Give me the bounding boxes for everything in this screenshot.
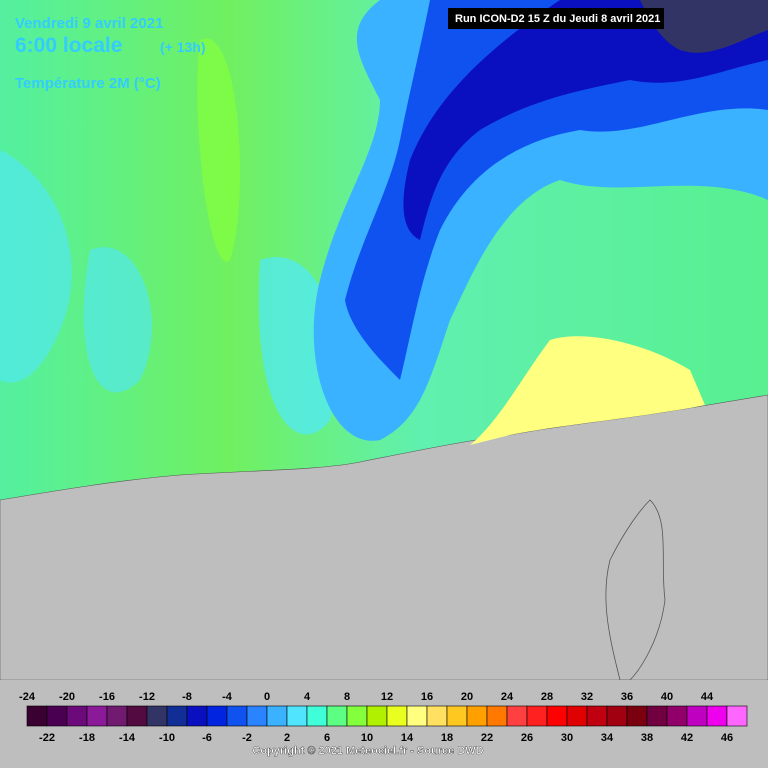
- legend-label: 22: [481, 732, 493, 744]
- legend-swatch: [106, 705, 128, 727]
- legend-swatch: [246, 705, 268, 727]
- legend-swatch: [166, 705, 188, 727]
- legend-label: 18: [441, 732, 453, 744]
- date: Vendredi 9 avril 2021: [15, 15, 163, 32]
- legend-swatch: [366, 705, 388, 727]
- legend-label: -10: [159, 732, 175, 744]
- legend-swatch: [306, 705, 328, 727]
- legend-swatch: [66, 705, 88, 727]
- legend-swatch: [286, 705, 308, 727]
- legend-swatch: [566, 705, 588, 727]
- legend-label: -2: [242, 732, 252, 744]
- legend-label: 28: [541, 691, 553, 703]
- color-legend: -24-22-20-18-16-14-12-10-8-6-4-202468101…: [19, 691, 748, 744]
- variable: Température 2M (°C): [15, 75, 161, 92]
- legend-label: 42: [681, 732, 693, 744]
- legend-swatch: [406, 705, 428, 727]
- time: 6:00 locale: [15, 34, 122, 57]
- legend-label: 26: [521, 732, 533, 744]
- run-info: Run ICON-D2 15 Z du Jeudi 8 avril 2021: [455, 13, 660, 25]
- legend-label: 6: [324, 732, 330, 744]
- legend-swatch: [646, 705, 668, 727]
- legend-swatch: [86, 705, 108, 727]
- legend-label: 14: [401, 732, 414, 744]
- legend-swatch: [586, 705, 608, 727]
- legend-swatch: [326, 705, 348, 727]
- legend-label: 12: [381, 691, 393, 703]
- legend-label: -22: [39, 732, 55, 744]
- legend-label: -6: [202, 732, 212, 744]
- legend-label: 38: [641, 732, 653, 744]
- legend-label: -14: [119, 732, 136, 744]
- legend-swatch: [186, 705, 208, 727]
- legend-swatch: [526, 705, 548, 727]
- copyright: Copyright © 2021 Meteociel.fr - Source D…: [252, 745, 483, 757]
- legend-swatch: [686, 705, 708, 727]
- legend-swatch: [226, 705, 248, 727]
- legend-swatch: [666, 705, 688, 727]
- legend-label: -8: [182, 691, 192, 703]
- legend-label: -24: [19, 691, 36, 703]
- legend-swatch: [206, 705, 228, 727]
- legend-swatch: [426, 705, 448, 727]
- legend-label: 44: [701, 691, 714, 703]
- legend-label: -18: [79, 732, 95, 744]
- legend-swatch: [486, 705, 508, 727]
- legend-label: 40: [661, 691, 673, 703]
- legend-label: 34: [601, 732, 614, 744]
- legend-label: -16: [99, 691, 115, 703]
- legend-label: 20: [461, 691, 473, 703]
- legend-label: 16: [421, 691, 433, 703]
- legend-swatch: [266, 705, 288, 727]
- run-box: [448, 8, 664, 29]
- legend-label: 8: [344, 691, 350, 703]
- legend-label: -12: [139, 691, 155, 703]
- legend-label: 2: [284, 732, 290, 744]
- legend-label: -4: [222, 691, 233, 703]
- legend-swatch: [706, 705, 728, 727]
- lead-time: (+ 13h): [160, 39, 206, 55]
- temperature-field: [0, 0, 768, 441]
- legend-swatch: [146, 705, 168, 727]
- legend-swatch: [726, 705, 748, 727]
- warm-coast: [470, 336, 705, 445]
- legend-label: 32: [581, 691, 593, 703]
- legend-swatch: [506, 705, 528, 727]
- legend-swatch: [606, 705, 628, 727]
- legend-label: 46: [721, 732, 733, 744]
- legend-label: 10: [361, 732, 373, 744]
- legend-label: -20: [59, 691, 75, 703]
- legend-label: 0: [264, 691, 270, 703]
- legend-swatch: [26, 705, 48, 727]
- legend-label: 30: [561, 732, 573, 744]
- legend-swatch: [346, 705, 368, 727]
- legend-label: 24: [501, 691, 514, 703]
- legend-swatch: [546, 705, 568, 727]
- legend-swatch: [46, 705, 68, 727]
- legend-label: 36: [621, 691, 633, 703]
- legend-swatch: [466, 705, 488, 727]
- legend-swatch: [446, 705, 468, 727]
- legend-label: 4: [304, 691, 311, 703]
- legend-swatch: [126, 705, 148, 727]
- legend-swatch: [386, 705, 408, 727]
- legend-swatch: [626, 705, 648, 727]
